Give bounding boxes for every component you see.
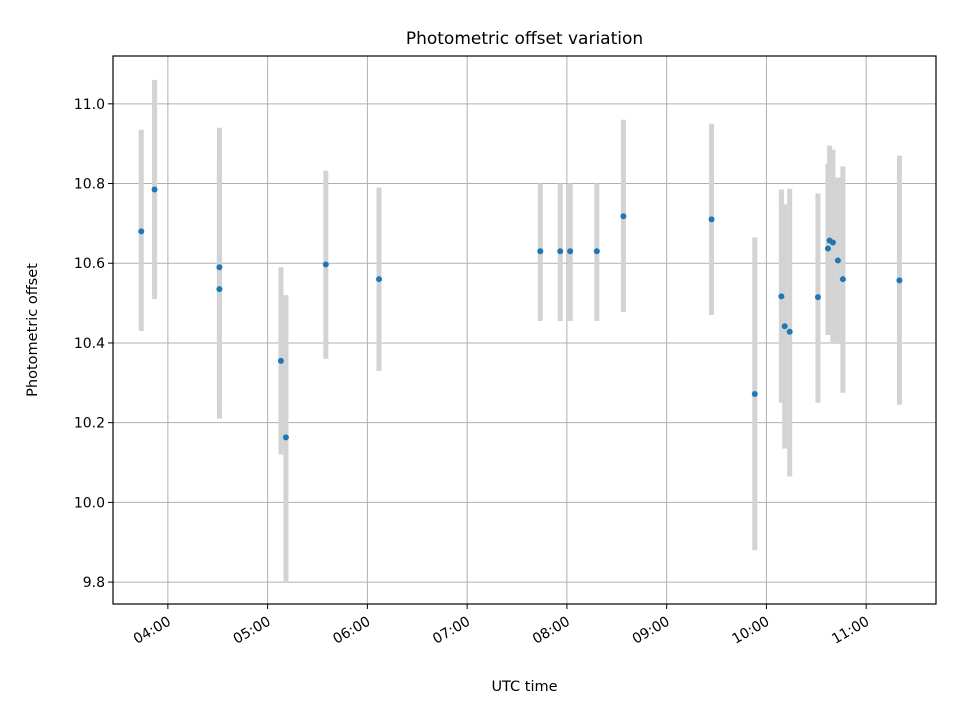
data-points — [138, 186, 903, 441]
x-axis-label: UTC time — [491, 679, 557, 695]
x-axis-ticks: 04:00 05:00 06:00 07:00 08:00 09:00 10:00 11:00 — [131, 604, 872, 648]
grid-lines — [113, 56, 936, 604]
data-point — [708, 216, 715, 223]
x-tick-label: 04:00 — [131, 614, 174, 648]
data-point — [786, 328, 793, 335]
data-point — [376, 276, 383, 283]
data-point — [778, 293, 785, 300]
y-tick-label: 10.4 — [74, 336, 105, 352]
data-point — [839, 276, 846, 283]
data-point — [751, 390, 758, 397]
x-tick-label: 11:00 — [829, 614, 872, 648]
x-tick-label: 10:00 — [729, 614, 772, 648]
y-tick-label: 11.0 — [74, 97, 105, 113]
data-point — [216, 264, 223, 271]
data-point — [814, 294, 821, 301]
data-point — [322, 261, 329, 268]
data-point — [557, 248, 564, 255]
data-point — [537, 248, 544, 255]
data-point — [829, 239, 836, 246]
y-axis-ticks: 9.8 10.0 10.2 10.4 10.6 10.8 11.0 — [74, 97, 113, 591]
data-point — [567, 248, 574, 255]
x-tick-label: 07:00 — [430, 614, 473, 648]
y-tick-label: 10.0 — [74, 495, 105, 511]
data-point — [781, 323, 788, 330]
data-point — [216, 286, 223, 293]
plot-frame — [112, 55, 937, 605]
data-point — [824, 245, 831, 252]
x-tick-label: 09:00 — [630, 614, 673, 648]
x-tick-label: 05:00 — [231, 614, 274, 648]
data-point — [138, 228, 145, 235]
data-point — [896, 277, 903, 284]
error-bars — [138, 79, 902, 583]
chart-title: Photometric offset variation — [406, 29, 643, 49]
data-point — [834, 257, 841, 264]
data-point — [277, 357, 284, 364]
data-point — [282, 434, 289, 441]
data-point — [593, 248, 600, 255]
x-tick-label: 08:00 — [530, 614, 573, 648]
y-tick-label: 10.8 — [74, 177, 105, 193]
y-tick-label: 9.8 — [83, 575, 105, 591]
y-tick-label: 10.6 — [74, 256, 105, 272]
data-point — [620, 213, 627, 220]
y-tick-label: 10.2 — [74, 416, 105, 432]
y-axis-label: Photometric offset — [25, 263, 41, 397]
x-tick-label: 06:00 — [330, 614, 373, 648]
data-point — [151, 186, 158, 193]
